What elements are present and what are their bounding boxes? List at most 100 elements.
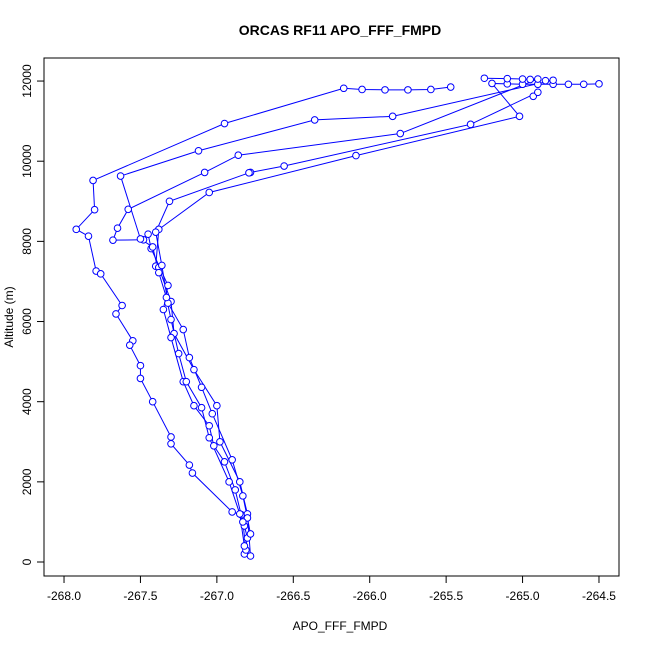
data-point — [72, 225, 81, 234]
data-point — [194, 146, 203, 155]
x-tick-label: -267.0 — [200, 589, 234, 603]
data-point — [182, 377, 191, 386]
data-point — [228, 508, 236, 516]
data-point — [579, 80, 588, 89]
data-point — [446, 83, 455, 91]
data-point — [541, 76, 550, 85]
data-point — [165, 197, 174, 206]
chart-title: ORCAS RF11 APO_FFF_FMPD — [239, 22, 442, 38]
y-tick-label: 12000 — [20, 64, 34, 98]
x-axis-label: APO_FFF_FMPD — [293, 619, 388, 633]
data-point — [179, 325, 188, 334]
x-tick-label: -266.0 — [353, 589, 387, 603]
data-point — [116, 172, 125, 180]
y-tick-label: 4000 — [20, 388, 34, 415]
data-point — [396, 129, 405, 138]
data-point — [239, 518, 247, 526]
data-point — [112, 310, 120, 318]
data-point — [124, 205, 133, 214]
data-point — [151, 228, 160, 236]
data-point — [210, 441, 218, 450]
data-point — [190, 401, 198, 410]
data-point — [96, 270, 105, 278]
data-point — [89, 176, 97, 185]
data-point — [352, 151, 360, 160]
data-point — [216, 437, 224, 446]
data-point — [358, 85, 366, 94]
data-point — [427, 85, 435, 94]
data-point — [113, 224, 122, 232]
x-tick-label: -266.5 — [276, 589, 310, 603]
data-point — [234, 151, 243, 159]
data-point — [235, 510, 244, 518]
data-point — [136, 361, 145, 370]
data-point — [404, 86, 412, 94]
x-tick-label: -264.5 — [582, 589, 616, 603]
data-point — [213, 401, 221, 410]
data-point — [228, 456, 236, 464]
data-point — [197, 383, 206, 392]
data-point — [185, 353, 194, 362]
x-tick-label: -268.0 — [47, 589, 81, 603]
y-tick-label: 8000 — [20, 228, 34, 255]
data-point — [205, 433, 214, 442]
data-point — [239, 492, 247, 500]
data-point — [167, 433, 175, 441]
data-point — [154, 268, 163, 277]
data-point — [205, 188, 214, 197]
data-point — [225, 478, 233, 486]
data-point — [84, 232, 93, 240]
data-point — [240, 542, 249, 550]
plot-frame — [43, 57, 620, 577]
y-axis-label: Altitude (m) — [2, 286, 16, 347]
data-point — [245, 169, 253, 177]
data-point — [466, 120, 475, 129]
data-point — [118, 301, 126, 310]
data-point — [208, 409, 217, 418]
data-point — [231, 486, 240, 494]
data-point — [167, 439, 175, 448]
data-point — [534, 75, 542, 83]
data-point — [388, 112, 397, 121]
data-point — [188, 469, 197, 477]
y-tick-label: 2000 — [20, 468, 34, 495]
data-point — [90, 205, 99, 214]
data-point — [280, 162, 288, 170]
y-tick-label: 0 — [20, 558, 34, 565]
data-point — [148, 397, 157, 406]
data-point — [159, 305, 168, 314]
data-point — [235, 478, 244, 486]
x-tick-label: -265.5 — [429, 589, 463, 603]
data-point — [158, 261, 166, 270]
data-point — [125, 341, 134, 349]
x-tick-label: -267.5 — [123, 589, 157, 603]
data-point — [162, 293, 171, 302]
data-point — [526, 75, 534, 84]
data-point — [339, 84, 348, 93]
data-point — [503, 74, 512, 83]
y-tick-label: 6000 — [20, 308, 34, 335]
data-point — [205, 421, 214, 430]
data-point — [200, 168, 209, 177]
data-point — [148, 243, 157, 251]
data-point — [564, 80, 573, 89]
data-point — [174, 349, 183, 358]
data-point — [488, 79, 496, 88]
data-point — [246, 530, 255, 538]
data-point — [144, 230, 152, 238]
data-point — [220, 458, 229, 466]
data-point — [109, 236, 117, 244]
data-point — [518, 75, 527, 83]
x-tick-label: -265.0 — [506, 589, 540, 603]
data-point — [595, 80, 603, 88]
data-point — [220, 119, 229, 128]
data-point — [185, 461, 194, 469]
data-point — [246, 552, 255, 560]
data-point — [381, 86, 389, 94]
data-point — [480, 74, 489, 83]
data-point — [534, 88, 542, 97]
data-point — [167, 333, 175, 342]
data-point — [136, 235, 145, 243]
data-point — [515, 112, 524, 121]
